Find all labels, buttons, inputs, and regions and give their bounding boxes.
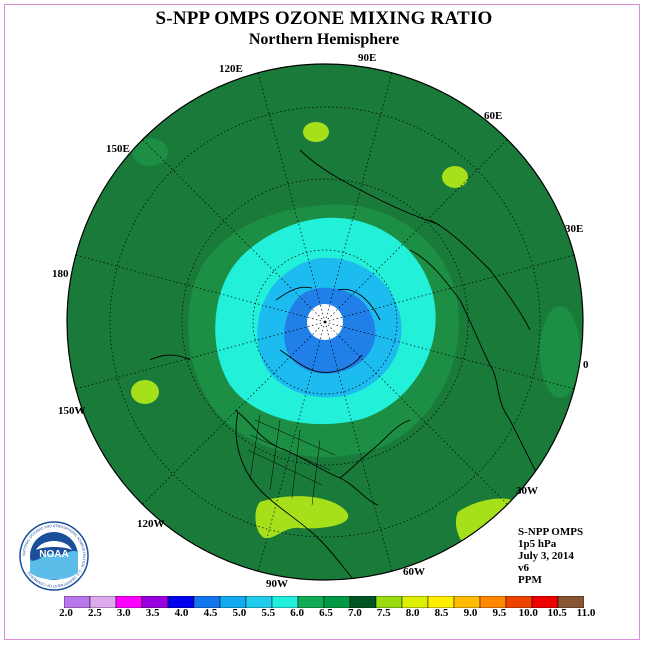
- hemisphere-outline: [66, 63, 584, 581]
- ozone-patch-7.5: [131, 380, 159, 404]
- color-scale-tick-label: 10.5: [547, 607, 567, 619]
- meridian-line: [257, 72, 326, 323]
- info-units: PPM: [518, 574, 542, 586]
- color-scale-bar: [64, 596, 584, 608]
- ozone-patch-6.5: [540, 306, 580, 398]
- color-scale-tick-label: 2.5: [88, 607, 102, 619]
- meridian-line: [142, 139, 326, 323]
- color-scale-tick-label: 4.0: [174, 607, 189, 619]
- color-scale-tick-label: 7.0: [348, 607, 362, 619]
- latitude-circle: [109, 106, 541, 538]
- lon-label-60w: 60W: [403, 566, 425, 578]
- coastlines: [149, 149, 541, 580]
- meridian-line: [324, 254, 575, 323]
- meridian-line: [324, 72, 393, 323]
- color-scale-tick-label: 11.0: [576, 607, 596, 619]
- color-scale-tick-label: 9.0: [463, 607, 478, 619]
- lon-label-150w: 150W: [58, 405, 86, 417]
- lon-label-120w: 120W: [137, 518, 165, 530]
- info-block: S-NPP OMPS 1p5 hPa July 3, 2014 v6 PPM: [518, 526, 583, 586]
- color-scale-tick-label: 5.0: [232, 607, 247, 619]
- lon-label-90e: 90E: [358, 52, 377, 64]
- color-scale-tick-label: 3.0: [116, 607, 131, 619]
- meridian-line: [75, 254, 326, 323]
- color-scale-tick-label: 6.5: [319, 607, 333, 619]
- color-scale-tick-label: 8.5: [434, 607, 449, 619]
- meridian-line: [324, 321, 575, 390]
- ozone-patch-6.5: [132, 138, 168, 166]
- map-subtitle: Northern Hemisphere: [248, 31, 400, 48]
- lon-label-0: 0: [583, 359, 589, 371]
- color-scale-tick-label: 5.5: [261, 607, 276, 619]
- ozone-patch-7.5: [442, 166, 468, 188]
- lon-label-60e: 60E: [484, 110, 503, 122]
- info-version: v6: [518, 562, 529, 574]
- meridian-line: [324, 321, 508, 505]
- latitude-circle: [181, 178, 469, 466]
- color-scale-swatch: [557, 596, 584, 608]
- meridian-line: [75, 321, 326, 390]
- color-scale-tick-label: 8.0: [405, 607, 420, 619]
- lon-label-180: 180: [52, 268, 69, 280]
- page-frame: [4, 4, 640, 640]
- ozone-patch-7.5: [303, 122, 329, 142]
- info-date: July 3, 2014: [518, 550, 574, 562]
- info-instrument: S-NPP OMPS: [518, 526, 584, 538]
- color-scale-tick-label: 2.0: [59, 607, 73, 619]
- meridian-lines: [75, 72, 575, 572]
- noaa-logo: NOAA NATIONAL OCEANIC AND ATMOSPHERIC AD…: [19, 521, 89, 591]
- lon-label-30e: 30E: [565, 223, 584, 235]
- color-scale-tick-label: 10.0: [518, 607, 538, 619]
- color-scale-tick-label: 9.5: [492, 607, 507, 619]
- state-borders: [247, 414, 336, 506]
- meridian-line: [324, 321, 393, 572]
- lon-label-120e: 120E: [219, 63, 243, 75]
- latitude-circles: [109, 106, 541, 538]
- color-scale-tick-label: 4.5: [203, 607, 218, 619]
- info-pressure: 1p5 hPa: [518, 538, 557, 550]
- lon-label-90w: 90W: [266, 578, 288, 590]
- map-title: S-NPP OMPS OZONE MIXING RATIO: [155, 8, 493, 29]
- meridian-line: [324, 139, 508, 323]
- color-scale-tick-label: 3.5: [145, 607, 160, 619]
- color-scale-tick-label: 6.0: [290, 607, 304, 619]
- color-scale-tick-label: 7.5: [376, 607, 391, 619]
- lon-label-150e: 150E: [106, 143, 130, 155]
- lon-label-30w: 30W: [516, 485, 538, 497]
- meridian-line: [142, 321, 326, 505]
- latitude-circle: [252, 249, 398, 395]
- noaa-logo-text: NOAA: [39, 549, 68, 560]
- meridian-line: [257, 321, 326, 572]
